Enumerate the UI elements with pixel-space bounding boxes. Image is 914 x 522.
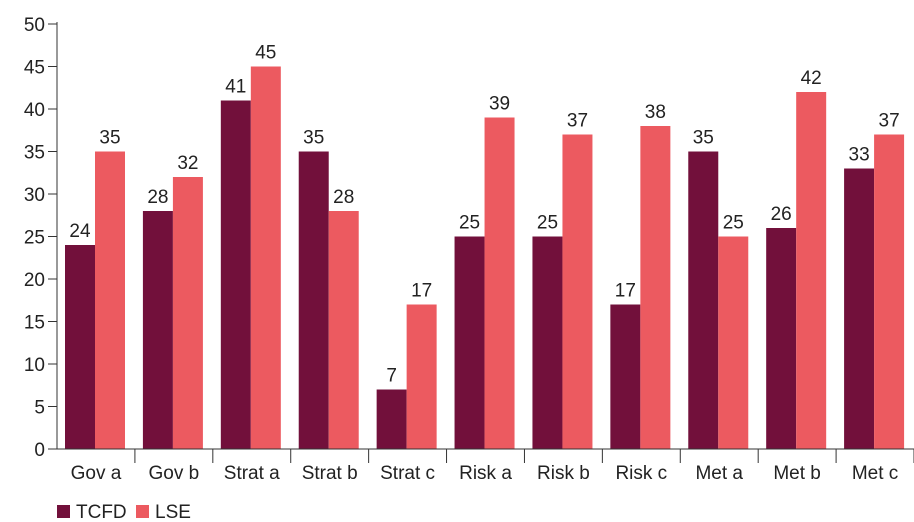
legend-label-lse: LSE — [155, 502, 191, 522]
data-labels: 24 35 28 32 41 45 35 28 7 17 25 39 25 37 17 38 35 25 26 42 3… — [69, 43, 899, 387]
y-tick-label-10: 50 — [24, 15, 45, 36]
bar-tcfd-3 — [298, 151, 329, 449]
y-axis-ticks: 0 5 10 15 20 25 30 35 40 45 50 — [24, 15, 57, 461]
legend-swatch-tcfd — [57, 505, 70, 518]
bar-tcfd-0 — [65, 245, 95, 449]
data-label-tcfd-9: 26 — [771, 204, 792, 225]
x-tick-label-1: Gov b — [149, 463, 200, 484]
legend-swatch-lse — [136, 505, 149, 518]
x-tick-label-2: Strat a — [224, 463, 280, 484]
data-label-lse-10: 37 — [879, 111, 900, 132]
bar-tcfd-4 — [376, 389, 407, 449]
y-tick-label-0: 0 — [34, 440, 45, 461]
bar-lse-8 — [718, 236, 749, 449]
data-label-lse-3: 28 — [333, 187, 354, 208]
bars — [65, 66, 905, 449]
data-label-lse-0: 35 — [99, 128, 120, 149]
data-label-lse-8: 25 — [723, 213, 744, 234]
data-label-tcfd-10: 33 — [849, 145, 870, 166]
data-label-tcfd-6: 25 — [537, 213, 558, 234]
x-tick-label-4: Strat c — [380, 463, 435, 484]
bar-lse-2 — [250, 66, 281, 449]
data-label-tcfd-7: 17 — [615, 281, 636, 302]
y-tick-label-4: 20 — [24, 270, 45, 291]
bar-tcfd-9 — [766, 228, 797, 449]
x-tick-label-3: Strat b — [302, 463, 358, 484]
data-label-tcfd-0: 24 — [69, 221, 91, 242]
data-label-lse-1: 32 — [177, 153, 198, 174]
y-tick-label-8: 40 — [24, 100, 45, 121]
bar-tcfd-1 — [142, 211, 173, 449]
x-tick-label-8: Met a — [695, 463, 743, 484]
bar-tcfd-10 — [844, 168, 875, 449]
y-tick-label-5: 25 — [24, 228, 45, 249]
bar-lse-5 — [484, 117, 515, 449]
bar-lse-6 — [562, 134, 593, 449]
x-tick-label-6: Risk b — [537, 463, 590, 484]
data-label-tcfd-5: 25 — [459, 213, 480, 234]
data-label-lse-6: 37 — [567, 111, 588, 132]
y-tick-label-7: 35 — [24, 143, 45, 164]
data-label-lse-9: 42 — [801, 68, 822, 89]
bar-lse-0 — [95, 151, 125, 449]
bar-tcfd-5 — [454, 236, 485, 449]
y-tick-label-9: 45 — [24, 58, 45, 79]
bar-lse-7 — [640, 126, 671, 449]
legend-label-tcfd: TCFD — [76, 502, 127, 522]
x-tick-label-7: Risk c — [615, 463, 667, 484]
bar-tcfd-8 — [688, 151, 719, 449]
bar-tcfd-6 — [532, 236, 563, 449]
x-axis-ticks: Gov a Gov b Strat a Strat b Strat c Risk a Ris… — [71, 449, 914, 484]
data-label-tcfd-1: 28 — [147, 187, 168, 208]
y-tick-label-2: 10 — [24, 355, 45, 376]
y-tick-label-3: 15 — [24, 313, 45, 334]
bar-lse-1 — [172, 177, 203, 449]
data-label-tcfd-2: 41 — [225, 77, 246, 98]
data-label-tcfd-4: 7 — [386, 366, 397, 387]
data-label-lse-7: 38 — [645, 102, 666, 123]
bar-lse-3 — [328, 211, 359, 449]
data-label-lse-2: 45 — [255, 43, 276, 64]
legend: TCFD LSE — [57, 502, 191, 522]
bar-lse-4 — [406, 304, 437, 449]
x-tick-label-5: Risk a — [459, 463, 512, 484]
bar-lse-9 — [796, 92, 827, 449]
bar-tcfd-7 — [610, 304, 641, 449]
y-tick-label-1: 5 — [34, 398, 45, 419]
x-tick-label-0: Gov a — [71, 463, 122, 484]
x-tick-label-9: Met b — [773, 463, 821, 484]
data-label-lse-4: 17 — [411, 281, 432, 302]
data-label-lse-5: 39 — [489, 94, 510, 115]
data-label-tcfd-3: 35 — [303, 128, 324, 149]
x-tick-label-10: Met c — [852, 463, 898, 484]
bar-lse-10 — [874, 134, 905, 449]
y-tick-label-6: 30 — [24, 185, 45, 206]
data-label-tcfd-8: 35 — [693, 128, 714, 149]
bar-tcfd-2 — [220, 100, 251, 449]
